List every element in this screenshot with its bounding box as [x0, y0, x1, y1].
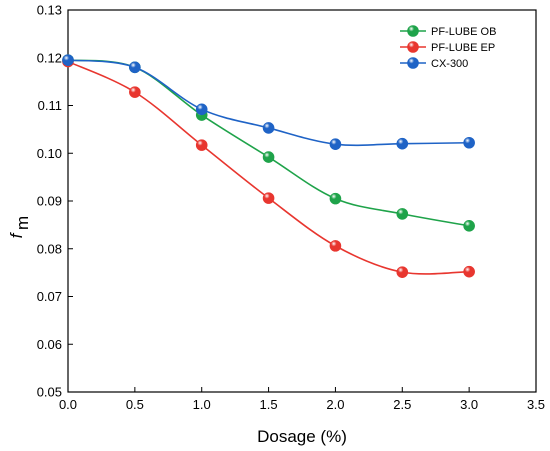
- data-point: [262, 122, 275, 134]
- data-point: [62, 54, 74, 66]
- legend-item: CX-300: [400, 57, 468, 70]
- x-tick-label: 2.5: [393, 397, 411, 412]
- y-axis-title-main: f: [7, 231, 26, 238]
- data-point: [129, 86, 141, 98]
- legend-label: PF-LUBE EP: [431, 42, 495, 54]
- y-tick-label: 0.06: [37, 337, 62, 352]
- y-tick-label: 0.10: [37, 146, 62, 161]
- legend: PF-LUBE OB PF-LUBE EP CX-300: [400, 25, 496, 70]
- x-tick-label: 1.0: [193, 397, 211, 412]
- y-tick-label: 0.12: [37, 50, 62, 65]
- series-lines: [62, 54, 475, 278]
- y-tick-label: 0.13: [37, 3, 62, 18]
- x-tick-label: 3.0: [460, 397, 478, 412]
- series-line-pf-lube-ep: [67, 60, 470, 275]
- data-point: [396, 137, 409, 150]
- data-point: [329, 192, 342, 205]
- legend-marker: [407, 25, 419, 37]
- y-axis-title: f m: [7, 216, 32, 239]
- y-tick-label: 0.09: [37, 194, 62, 209]
- legend-marker: [407, 57, 419, 69]
- data-point: [396, 266, 409, 278]
- data-point: [463, 136, 475, 149]
- axis-ticks: 0.0 0.5 1.0 1.5 2.0 2.5 3.0 3.5 0.05 0.06 0.07 0.08…: [37, 3, 545, 413]
- x-tick-label: 0.0: [59, 397, 77, 412]
- data-point: [329, 138, 342, 150]
- data-point: [396, 208, 409, 220]
- legend-item: PF-LUBE OB: [400, 25, 496, 38]
- y-tick-label: 0.08: [37, 241, 62, 256]
- data-point: [463, 265, 475, 278]
- data-point: [195, 139, 208, 151]
- x-tick-label: 0.5: [126, 397, 144, 412]
- series-cx-300: [62, 54, 475, 150]
- x-tick-label: 1.5: [260, 397, 278, 412]
- legend-marker: [407, 41, 419, 53]
- x-tick-label: 3.5: [527, 397, 545, 412]
- y-tick-label: 0.05: [37, 385, 62, 400]
- y-axis-title-subscript: m: [13, 216, 32, 230]
- data-point: [129, 61, 141, 74]
- legend-label: CX-300: [431, 58, 468, 70]
- x-tick-label: 2.0: [326, 397, 344, 412]
- data-point: [329, 240, 342, 252]
- data-point: [195, 103, 208, 116]
- data-point: [463, 220, 475, 232]
- series-pf-lube-ep: [62, 55, 475, 278]
- data-point: [262, 151, 275, 163]
- y-tick-label: 0.11: [38, 98, 62, 113]
- x-axis-title: Dosage (%): [257, 427, 347, 446]
- legend-label: PF-LUBE OB: [431, 26, 496, 38]
- y-tick-label: 0.07: [37, 289, 62, 304]
- data-point: [262, 192, 275, 204]
- legend-item: PF-LUBE EP: [400, 41, 495, 54]
